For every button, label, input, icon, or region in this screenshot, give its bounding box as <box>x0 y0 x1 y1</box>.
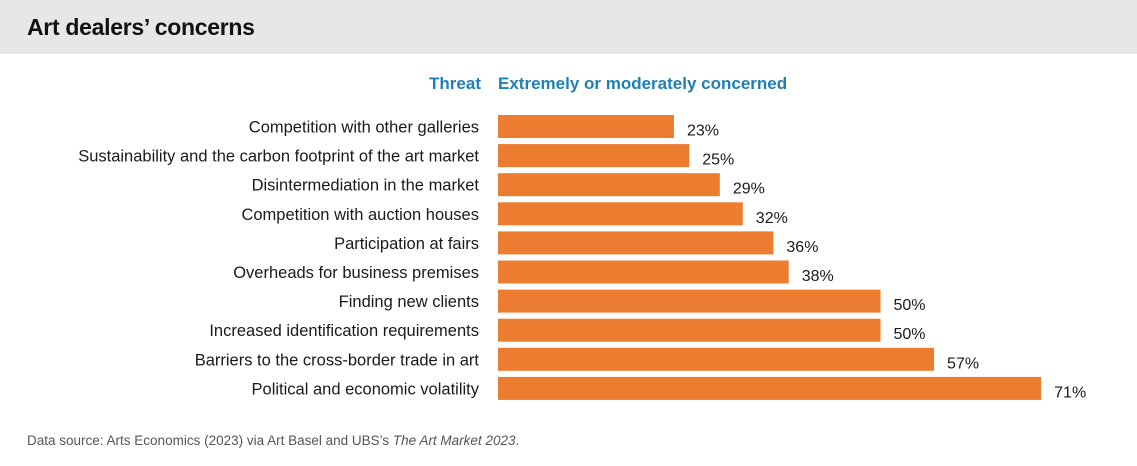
bar-7 <box>498 289 881 313</box>
bar-4 <box>498 202 743 226</box>
source-prefix: Data source: Arts Economics (2023) via A… <box>27 433 393 448</box>
bar-10 <box>498 376 1042 400</box>
value-label-6: 38% <box>802 268 834 285</box>
data-source-note: Data source: Arts Economics (2023) via A… <box>27 433 519 448</box>
category-label-10: Political and economic volatility <box>252 380 480 398</box>
bar-2 <box>498 144 690 168</box>
chart-title: Art dealers’ concerns <box>27 14 255 40</box>
category-label-5: Participation at fairs <box>334 235 479 253</box>
category-label-1: Competition with other galleries <box>249 119 479 137</box>
bar-9 <box>498 347 935 371</box>
bar-6 <box>498 260 789 284</box>
category-label-3: Disintermediation in the market <box>252 177 480 195</box>
concern-column-header: Extremely or moderately concerned <box>498 74 788 93</box>
value-label-7: 50% <box>894 297 926 314</box>
value-label-2: 25% <box>702 152 734 169</box>
source-publication: The Art Market 2023 <box>392 433 516 448</box>
value-label-1: 23% <box>687 123 719 140</box>
threat-column-header: Threat <box>429 74 481 93</box>
category-label-7: Finding new clients <box>339 293 479 311</box>
category-label-8: Increased identification requirements <box>209 322 479 340</box>
bar-5 <box>498 231 774 255</box>
category-label-6: Overheads for business premises <box>233 264 479 282</box>
value-label-5: 36% <box>786 239 818 256</box>
category-label-2: Sustainability and the carbon footprint … <box>78 148 479 166</box>
source-suffix: . <box>515 433 520 448</box>
value-label-3: 29% <box>733 181 765 198</box>
value-label-9: 57% <box>947 355 979 372</box>
value-label-10: 71% <box>1054 384 1086 401</box>
bar-1 <box>498 115 674 138</box>
category-label-9: Barriers to the cross-border trade in ar… <box>195 351 480 369</box>
bar-3 <box>498 173 720 197</box>
value-label-8: 50% <box>894 326 926 343</box>
title-band <box>0 0 1137 54</box>
value-label-4: 32% <box>756 210 788 227</box>
bar-8 <box>498 318 881 342</box>
category-label-4: Competition with auction houses <box>241 206 479 224</box>
